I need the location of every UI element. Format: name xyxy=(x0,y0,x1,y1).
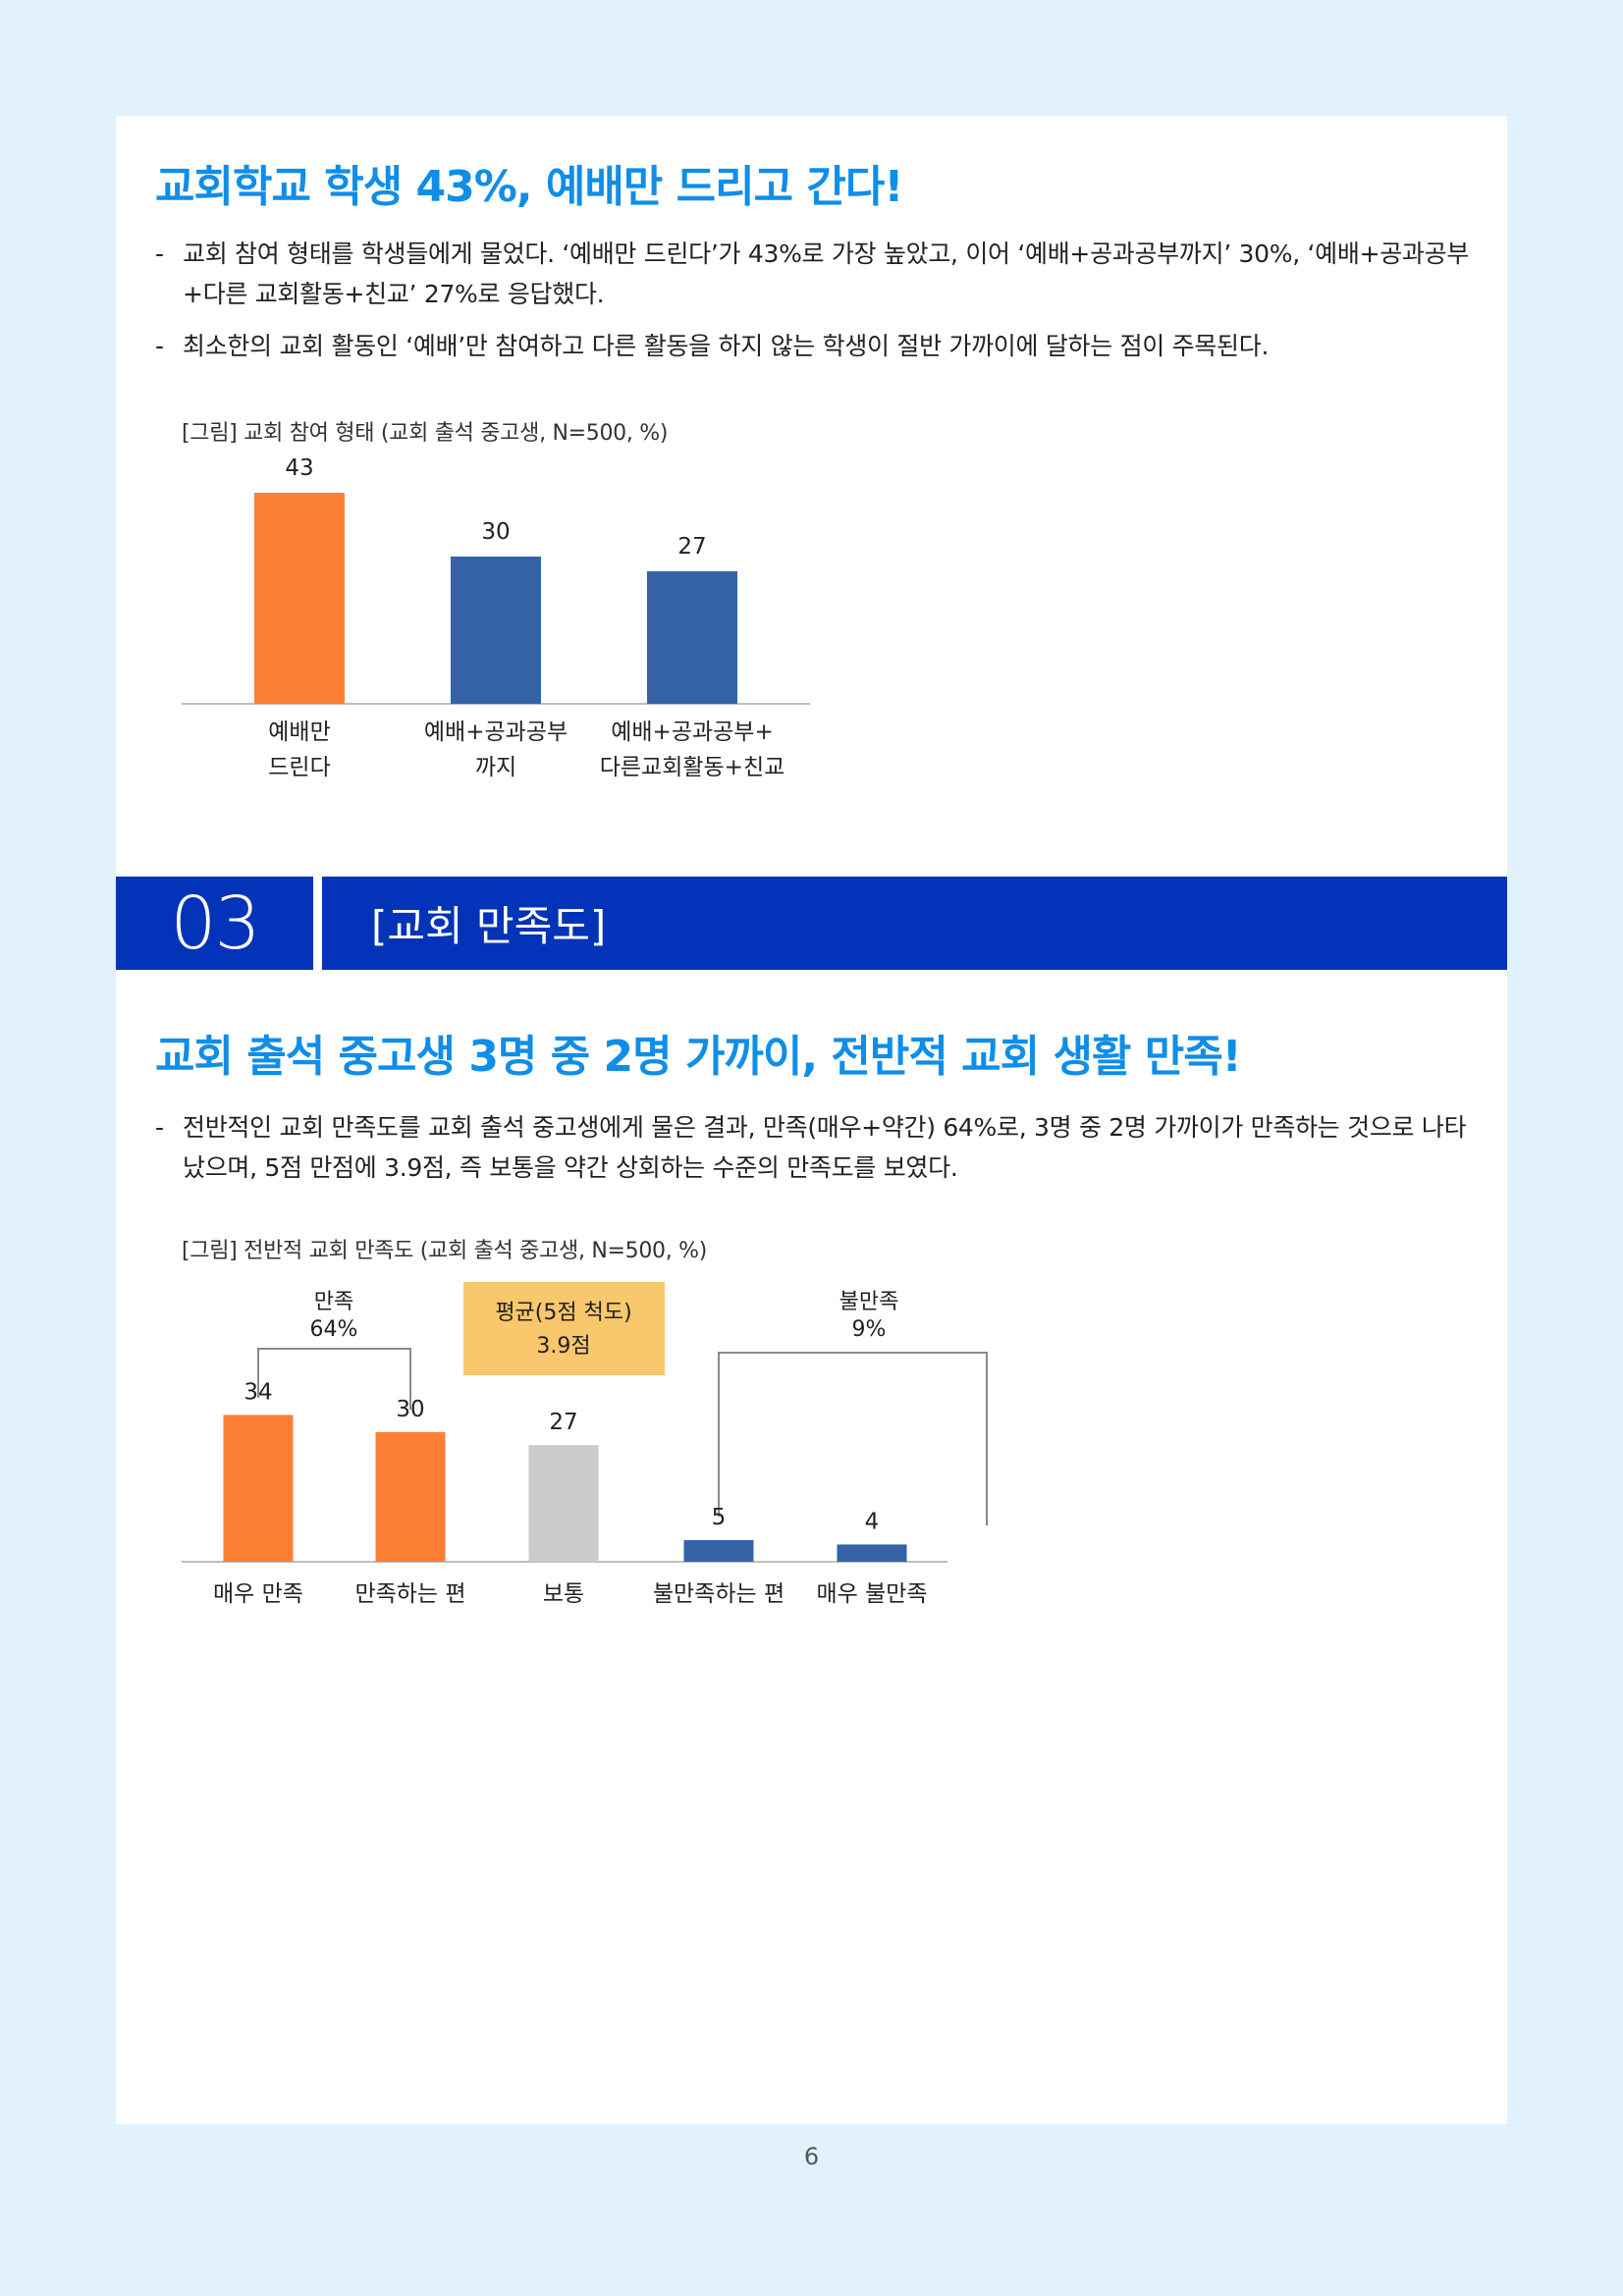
chart2-category-label: 불만족하는 편 xyxy=(653,1581,784,1607)
chart2-bar xyxy=(683,1540,754,1562)
chart2-bars xyxy=(223,1415,907,1562)
chart2-category-label: 매우 만족 xyxy=(213,1581,303,1607)
section-number: 03 xyxy=(116,877,313,970)
chart2-category-label: 만족하는 편 xyxy=(354,1581,465,1607)
figure1-caption: [그림] 교회 참여 형태 (교회 출석 중고생, N=500, %) xyxy=(182,421,669,446)
chart1-bar xyxy=(451,557,541,704)
section-title: [교회 만족도] xyxy=(322,877,1507,970)
satisfaction-bar-chart: 만족 64% 평균(5점 척도) 3.9점 불만족 9% 34 30 27 5 4 매우… xyxy=(182,1282,988,1607)
satisfied-bracket: 만족 64% xyxy=(257,1290,411,1410)
chart1-category-label: 예배만 xyxy=(268,720,330,745)
section1-bullet-2: 최소한의 교회 활동인 ‘예배’만 참여하고 다른 활동을 하지 않는 학생이 … xyxy=(155,326,1481,366)
chart2-value-label: 34 xyxy=(243,1379,272,1405)
chart2-value-label: 30 xyxy=(396,1397,424,1422)
chart1-category-label: 예배+공과공부+ xyxy=(611,720,774,745)
section-bar: 03 [교회 만족도] xyxy=(116,877,1507,970)
dissatisfied-bracket-line xyxy=(718,1352,988,1525)
chart2-bar xyxy=(223,1415,294,1562)
chart2-value-label: 5 xyxy=(712,1505,727,1530)
chart1-bar xyxy=(254,493,345,704)
section1-bullet-1: 교회 참여 형태를 학생들에게 물었다. ‘예배만 드린다’가 43%로 가장 … xyxy=(155,234,1481,314)
chart1-value-label: 27 xyxy=(677,534,706,560)
chart1-category-label: 다른교회활동+친교 xyxy=(600,755,785,780)
chart1-category-label: 예배+공과공부 xyxy=(424,720,568,745)
chart1-bar xyxy=(647,571,737,704)
average-box-bg xyxy=(463,1282,665,1375)
average-box: 평균(5점 척도) 3.9점 xyxy=(463,1282,665,1375)
chart1-value-label: 43 xyxy=(285,455,313,481)
average-box-line2: 3.9점 xyxy=(536,1334,590,1359)
dissatisfied-value: 9% xyxy=(852,1317,887,1342)
chart1-bars xyxy=(254,493,737,704)
section2-bullets: 전반적인 교회 만족도를 교회 출석 중고생에게 물은 결과, 만족(매우+약간… xyxy=(155,1107,1481,1200)
chart2-category-labels: 매우 만족 만족하는 편 보통 불만족하는 편 매우 불만족 xyxy=(213,1581,928,1607)
satisfied-value: 64% xyxy=(310,1317,358,1342)
satisfied-label: 만족 xyxy=(314,1290,353,1314)
chart2-category-label: 보통 xyxy=(543,1581,584,1607)
chart1-value-label: 30 xyxy=(481,519,510,545)
chart2-category-label: 매우 불만족 xyxy=(816,1581,927,1607)
section1-bullets: 교회 참여 형태를 학생들에게 물었다. ‘예배만 드린다’가 43%로 가장 … xyxy=(155,234,1481,378)
section2-bullet-1: 전반적인 교회 만족도를 교회 출석 중고생에게 물은 결과, 만족(매우+약간… xyxy=(155,1107,1481,1188)
chart2-value-label: 4 xyxy=(865,1509,880,1534)
average-box-line1: 평균(5점 척도) xyxy=(495,1301,631,1325)
chart2-value-label: 27 xyxy=(549,1410,577,1435)
chart2-bar xyxy=(375,1432,446,1562)
chart2-value-labels: 34 30 27 5 4 xyxy=(243,1379,879,1534)
chart1-category-label: 드린다 xyxy=(268,755,330,780)
dissatisfied-bracket: 불만족 9% xyxy=(718,1290,988,1525)
section1-heading: 교회학교 학생 43%, 예배만 드리고 간다! xyxy=(155,162,903,212)
dissatisfied-label: 불만족 xyxy=(839,1290,899,1314)
report-page: 교회학교 학생 43%, 예배만 드리고 간다! 교회 참여 형태를 학생들에게… xyxy=(116,116,1507,2124)
section2-heading: 교회 출석 중고생 3명 중 2명 가까이, 전반적 교회 생활 만족! xyxy=(155,1032,1242,1082)
chart2-bar xyxy=(528,1445,599,1562)
chart2-bar xyxy=(837,1544,907,1562)
chart1-category-label: 까지 xyxy=(475,755,516,780)
satisfied-bracket-line xyxy=(257,1348,411,1410)
figure2-caption: [그림] 전반적 교회 만족도 (교회 출석 중고생, N=500, %) xyxy=(182,1239,708,1263)
chart1-value-labels: 43 30 27 xyxy=(285,455,706,560)
page-number: 6 xyxy=(803,2143,820,2170)
